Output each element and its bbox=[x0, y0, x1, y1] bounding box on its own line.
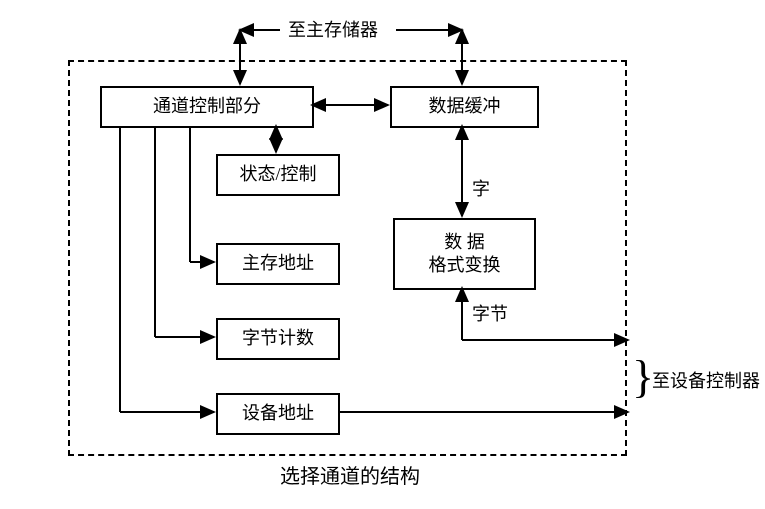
node-data-buffer: 数据缓冲 bbox=[390, 86, 539, 128]
node-device-addr: 设备地址 bbox=[216, 393, 340, 435]
node-label: 状态/控制 bbox=[239, 163, 316, 186]
node-byte-count: 字节计数 bbox=[216, 318, 340, 360]
node-label: 数据缓冲 bbox=[429, 95, 501, 118]
node-status-control: 状态/控制 bbox=[216, 154, 340, 196]
diagram-canvas: 至主存储器 通道控制部分 数据缓冲 状态/控制 主存地址 字节计数 设备地址 数… bbox=[0, 0, 765, 509]
top-label: 至主存储器 bbox=[288, 16, 378, 42]
node-label: 设备地址 bbox=[242, 402, 314, 425]
node-data-format: 数 据 格式变换 bbox=[393, 218, 536, 290]
right-label: 至设备控制器 bbox=[652, 367, 760, 393]
brace-icon: } bbox=[632, 354, 654, 400]
edge-label-byte: 字节 bbox=[472, 300, 508, 326]
edge-label-word: 字 bbox=[472, 175, 490, 201]
node-main-addr: 主存地址 bbox=[216, 243, 340, 285]
node-label: 主存地址 bbox=[242, 252, 314, 275]
node-label: 通道控制部分 bbox=[153, 95, 261, 118]
diagram-title: 选择通道的结构 bbox=[280, 460, 420, 489]
node-label: 字节计数 bbox=[242, 327, 314, 350]
node-label: 数 据 格式变换 bbox=[429, 231, 501, 278]
node-channel-control: 通道控制部分 bbox=[100, 86, 314, 128]
